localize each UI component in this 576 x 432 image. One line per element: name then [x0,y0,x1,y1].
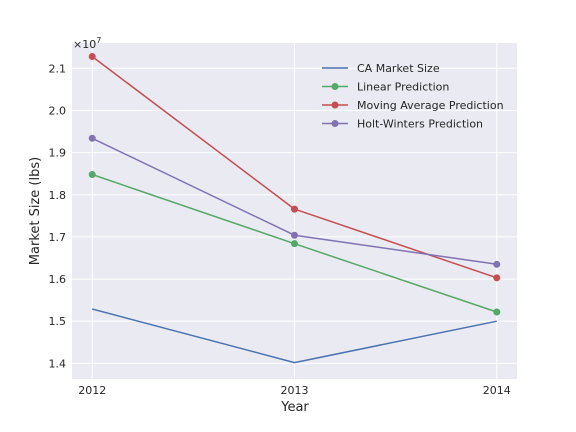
data-point [291,205,298,213]
y-tick-labels: 1.4 1.5 1.6 1.7 1.8 1.9 2.0 2.1 [49,62,67,370]
y-tick-label: 2.0 [49,104,67,117]
y-tick-label: 1.5 [49,315,67,328]
legend-item-holt-winters-prediction: Holt-Winters Prediction [322,118,483,131]
legend-marker [331,101,339,109]
legend: CA Market Size Linear Prediction Moving Av… [322,62,504,131]
y-scale-multiplier: ×107 [73,36,101,51]
legend-marker [331,120,339,127]
legend-marker [331,83,339,90]
data-point [88,171,96,179]
y-tick-label: 1.8 [49,189,67,202]
data-point [291,231,298,239]
legend-label: Moving Average Prediction [357,99,504,112]
y-tick-label: 2.1 [49,62,67,75]
x-tick-label: 2014 [483,384,511,397]
series-holt-winters-prediction [88,134,501,268]
data-point [88,134,96,142]
legend-item-ca-market-size: CA Market Size [322,62,440,75]
x-tick-labels: 2012 2013 2014 [78,384,511,397]
legend-label: Linear Prediction [357,81,449,94]
data-point [493,274,501,282]
data-point [291,240,298,248]
x-tick-label: 2013 [281,384,309,397]
series-linear-prediction [88,171,501,316]
y-tick-label: 1.6 [49,273,67,286]
data-point [493,308,501,316]
series-layer [88,52,501,364]
legend-item-moving-average-prediction: Moving Average Prediction [322,99,504,112]
legend-item-linear-prediction: Linear Prediction [322,81,449,94]
series-line [92,308,497,364]
y-tick-label: 1.7 [49,231,67,244]
x-tick-label: 2012 [78,384,106,397]
y-tick-label: 1.9 [49,147,67,160]
data-point [493,260,501,268]
y-tick-label: 1.4 [49,357,67,370]
data-point [88,52,96,60]
series-ca-market-size [92,308,497,364]
legend-label: CA Market Size [357,62,440,75]
y-axis-label: Market Size (lbs) [28,157,43,265]
legend-label: Holt-Winters Prediction [357,118,483,131]
x-axis-label: Year [280,400,309,415]
